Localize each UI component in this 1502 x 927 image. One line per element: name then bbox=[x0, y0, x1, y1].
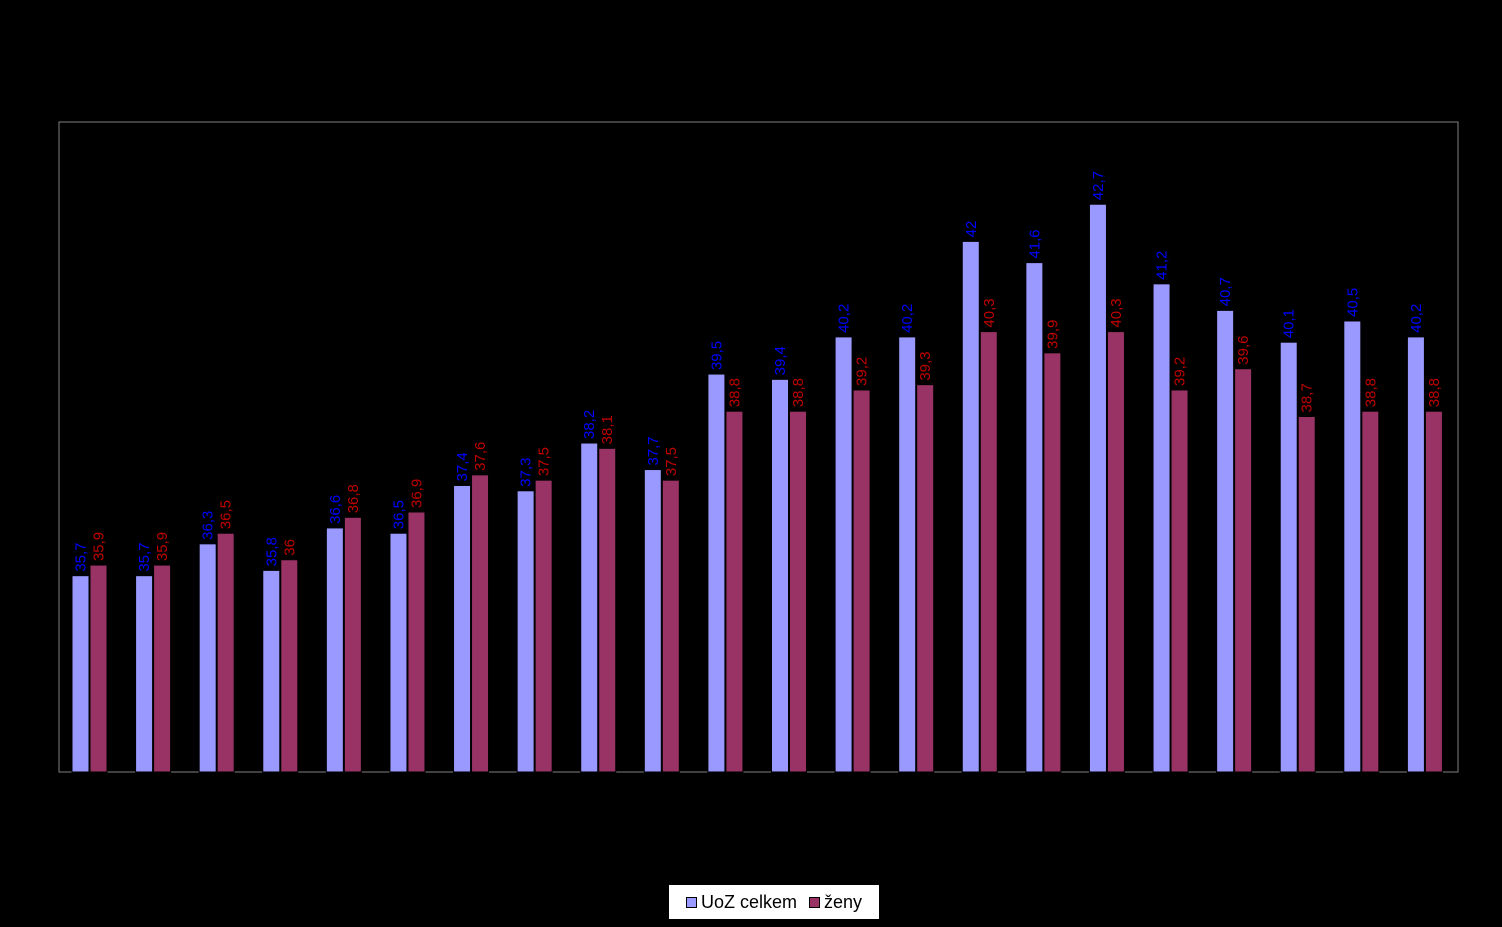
bar-zeny-22 bbox=[1424, 410, 1443, 773]
bar-zeny-9 bbox=[598, 447, 617, 773]
bar-zeny-18 bbox=[1170, 389, 1189, 773]
bar-uoz-celkem-6 bbox=[389, 532, 408, 773]
bars-group bbox=[71, 203, 1443, 773]
data-label-uoz-celkem-7: 37,4 bbox=[454, 452, 471, 481]
legend-label-zeny: ženy bbox=[824, 891, 863, 912]
data-label-zeny-14: 39,3 bbox=[917, 351, 934, 380]
data-label-uoz-celkem-17: 42,7 bbox=[1090, 171, 1107, 200]
bar-uoz-celkem-19 bbox=[1216, 309, 1235, 773]
bar-uoz-celkem-21 bbox=[1343, 320, 1362, 773]
bar-zeny-1 bbox=[89, 564, 108, 773]
bar-zeny-21 bbox=[1361, 410, 1380, 773]
data-label-zeny-2: 35,9 bbox=[154, 532, 171, 561]
bar-uoz-celkem-9 bbox=[580, 442, 599, 773]
bar-zeny-6 bbox=[407, 511, 426, 773]
bar-uoz-celkem-10 bbox=[643, 469, 662, 773]
legend-swatch-zeny bbox=[809, 896, 820, 908]
data-label-uoz-celkem-14: 40,2 bbox=[899, 304, 916, 333]
legend: UoZ celkem ženy bbox=[668, 884, 880, 920]
bar-zeny-20 bbox=[1297, 415, 1316, 773]
bar-uoz-celkem-16 bbox=[1025, 262, 1044, 773]
bar-uoz-celkem-3 bbox=[198, 543, 217, 773]
bar-uoz-celkem-2 bbox=[135, 575, 154, 773]
bar-zeny-8 bbox=[534, 479, 553, 773]
bar-uoz-celkem-7 bbox=[453, 484, 472, 773]
bar-uoz-celkem-14 bbox=[898, 336, 917, 773]
bar-uoz-celkem-1 bbox=[71, 575, 90, 773]
data-label-zeny-21: 38,8 bbox=[1362, 378, 1379, 407]
bar-zeny-4 bbox=[280, 559, 299, 773]
data-label-uoz-celkem-15: 42 bbox=[963, 221, 980, 238]
bar-uoz-celkem-13 bbox=[834, 336, 853, 773]
data-label-uoz-celkem-12: 39,4 bbox=[772, 346, 789, 375]
bar-zeny-10 bbox=[661, 479, 680, 773]
legend-swatch-uoz-celkem bbox=[685, 896, 697, 908]
bar-zeny-3 bbox=[216, 532, 235, 773]
data-label-zeny-6: 36,9 bbox=[408, 479, 425, 508]
bar-zeny-13 bbox=[852, 389, 871, 773]
data-label-uoz-celkem-3: 36,3 bbox=[200, 511, 217, 540]
bar-zeny-7 bbox=[471, 474, 490, 773]
data-label-uoz-celkem-21: 40,5 bbox=[1344, 288, 1361, 317]
data-label-zeny-12: 38,8 bbox=[790, 378, 807, 407]
bar-uoz-celkem-12 bbox=[771, 378, 789, 773]
data-label-uoz-celkem-4: 35,8 bbox=[263, 537, 280, 566]
data-label-zeny-17: 40,3 bbox=[1108, 298, 1125, 327]
legend-item-zeny: ženy bbox=[809, 892, 862, 913]
bar-zeny-14 bbox=[916, 384, 935, 773]
bar-uoz-celkem-15 bbox=[961, 240, 980, 773]
bar-zeny-12 bbox=[789, 410, 807, 773]
bar-uoz-celkem-17 bbox=[1088, 203, 1107, 773]
bar-zeny-2 bbox=[153, 564, 172, 773]
bar-zeny-17 bbox=[1106, 331, 1125, 773]
bar-uoz-celkem-11 bbox=[707, 373, 726, 773]
data-label-zeny-10: 37,5 bbox=[663, 447, 680, 476]
bar-uoz-celkem-8 bbox=[516, 490, 535, 773]
bar-uoz-celkem-4 bbox=[262, 569, 281, 773]
bar-uoz-celkem-5 bbox=[325, 527, 344, 773]
data-label-uoz-celkem-8: 37,3 bbox=[518, 458, 535, 487]
data-label-zeny-3: 36,5 bbox=[218, 500, 235, 529]
data-label-zeny-18: 39,2 bbox=[1172, 357, 1189, 386]
data-label-uoz-celkem-2: 35,7 bbox=[136, 542, 153, 571]
data-label-zeny-13: 39,2 bbox=[854, 357, 871, 386]
data-label-zeny-20: 38,7 bbox=[1299, 383, 1316, 412]
data-label-uoz-celkem-22: 40,2 bbox=[1408, 304, 1425, 333]
data-label-zeny-8: 37,5 bbox=[536, 447, 553, 476]
data-label-zeny-22: 38,8 bbox=[1426, 378, 1443, 407]
bar-zeny-16 bbox=[1043, 352, 1062, 773]
bar-zeny-15 bbox=[979, 331, 998, 773]
bar-uoz-celkem-20 bbox=[1279, 341, 1298, 773]
data-label-zeny-4: 36 bbox=[281, 539, 298, 556]
bar-zeny-19 bbox=[1234, 368, 1253, 773]
data-label-zeny-19: 39,6 bbox=[1235, 336, 1252, 365]
data-label-zeny-1: 35,9 bbox=[91, 532, 108, 561]
data-label-uoz-celkem-20: 40,1 bbox=[1281, 309, 1298, 338]
data-label-uoz-celkem-13: 40,2 bbox=[836, 304, 853, 333]
bar-uoz-celkem-22 bbox=[1406, 336, 1425, 773]
bar-zeny-5 bbox=[343, 516, 362, 773]
data-label-uoz-celkem-18: 41,2 bbox=[1154, 251, 1171, 280]
data-label-zeny-7: 37,6 bbox=[472, 442, 489, 471]
data-label-uoz-celkem-10: 37,7 bbox=[645, 436, 662, 465]
data-label-uoz-celkem-9: 38,2 bbox=[581, 410, 598, 439]
data-label-uoz-celkem-11: 39,5 bbox=[708, 341, 725, 370]
data-label-uoz-celkem-16: 41,6 bbox=[1026, 229, 1043, 258]
data-label-zeny-5: 36,8 bbox=[345, 484, 362, 513]
data-label-uoz-celkem-1: 35,7 bbox=[73, 542, 90, 571]
data-label-zeny-15: 40,3 bbox=[981, 298, 998, 327]
data-label-uoz-celkem-6: 36,5 bbox=[390, 500, 407, 529]
legend-label-uoz-celkem: UoZ celkem bbox=[700, 891, 797, 912]
data-label-uoz-celkem-5: 36,6 bbox=[327, 495, 344, 524]
data-label-zeny-16: 39,9 bbox=[1044, 320, 1061, 349]
bar-zeny-11 bbox=[725, 410, 744, 773]
data-label-zeny-9: 38,1 bbox=[599, 415, 616, 444]
data-label-uoz-celkem-19: 40,7 bbox=[1217, 277, 1234, 306]
legend-item-uoz-celkem: UoZ celkem bbox=[685, 891, 797, 913]
bar-uoz-celkem-18 bbox=[1152, 283, 1171, 773]
data-label-zeny-11: 38,8 bbox=[726, 378, 743, 407]
